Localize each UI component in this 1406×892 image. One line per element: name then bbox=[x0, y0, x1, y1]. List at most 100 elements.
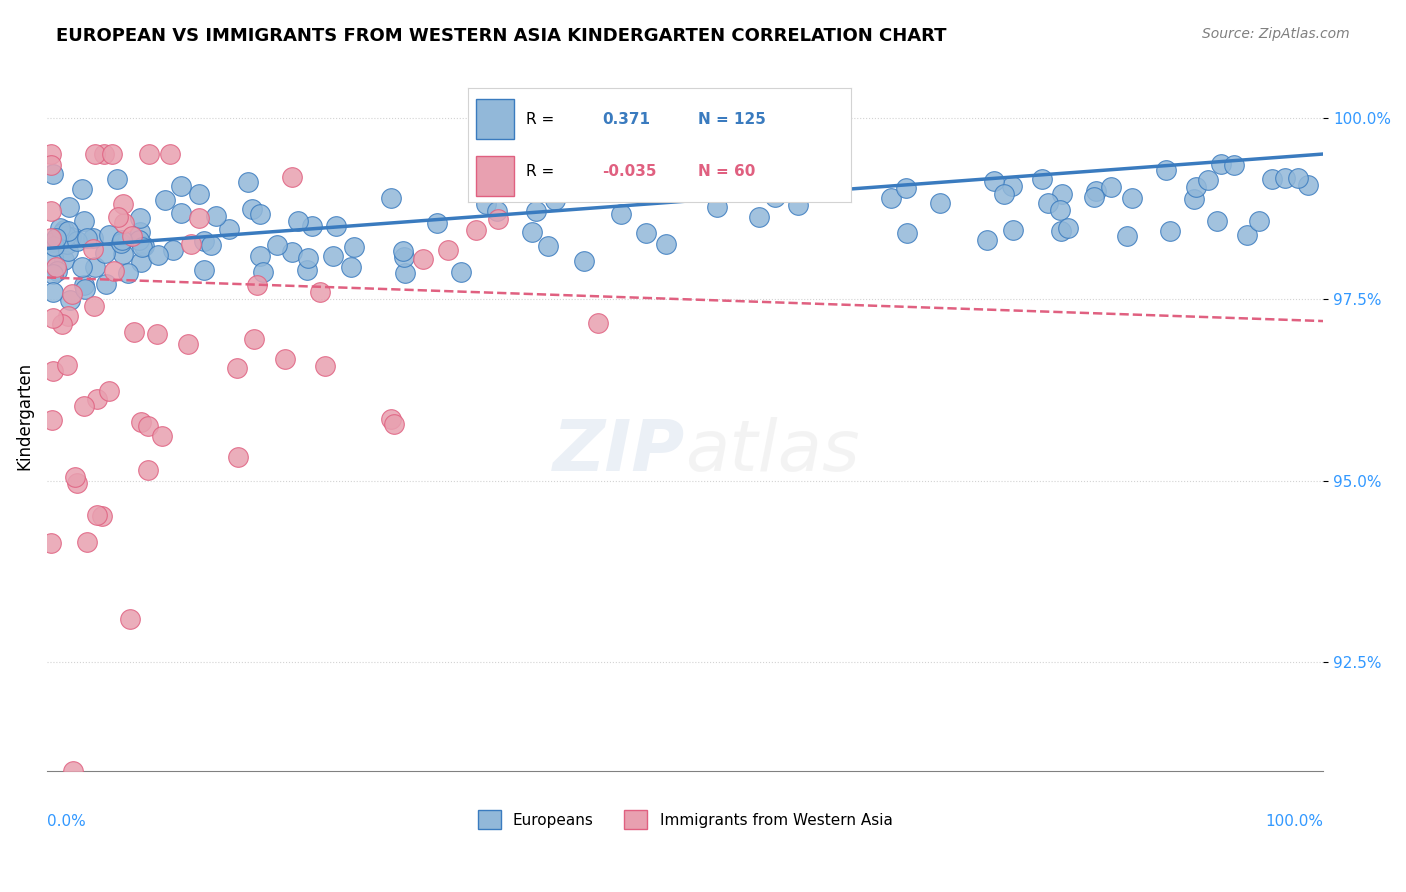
Point bbox=[1182, 192, 1205, 206]
Point bbox=[56, 358, 79, 372]
Point bbox=[1121, 191, 1143, 205]
Point bbox=[98, 228, 121, 243]
Point bbox=[322, 249, 344, 263]
Point bbox=[146, 326, 169, 341]
Legend: Europeans, Immigrants from Western Asia: Europeans, Immigrants from Western Asia bbox=[471, 804, 898, 835]
Point bbox=[226, 360, 249, 375]
Point bbox=[62, 764, 84, 779]
Point bbox=[520, 225, 543, 239]
Point bbox=[204, 210, 226, 224]
Point bbox=[76, 231, 98, 245]
Point bbox=[929, 195, 952, 210]
Point bbox=[983, 174, 1005, 188]
Point bbox=[287, 214, 309, 228]
Point bbox=[60, 229, 83, 244]
Point bbox=[246, 277, 269, 292]
Point bbox=[70, 260, 93, 275]
Text: atlas: atlas bbox=[685, 417, 859, 485]
Point bbox=[242, 333, 264, 347]
Point bbox=[380, 191, 402, 205]
Point bbox=[65, 470, 87, 484]
Point bbox=[131, 240, 153, 254]
Point bbox=[110, 236, 132, 251]
Point bbox=[112, 216, 135, 230]
Point bbox=[73, 277, 96, 292]
Point bbox=[117, 266, 139, 280]
Point bbox=[53, 253, 76, 268]
Point bbox=[82, 243, 104, 257]
Point bbox=[1083, 190, 1105, 204]
Point bbox=[1211, 157, 1233, 171]
Point bbox=[394, 266, 416, 280]
Point bbox=[654, 237, 676, 252]
Point bbox=[1236, 227, 1258, 242]
Point bbox=[39, 158, 62, 172]
Point bbox=[1049, 203, 1071, 218]
Point bbox=[339, 260, 361, 274]
Point bbox=[86, 392, 108, 406]
Point bbox=[706, 200, 728, 214]
Point bbox=[150, 429, 173, 443]
Text: 0.0%: 0.0% bbox=[46, 814, 86, 829]
Point bbox=[343, 240, 366, 254]
Point bbox=[51, 318, 73, 332]
Text: 100.0%: 100.0% bbox=[1265, 814, 1323, 829]
Point bbox=[1249, 214, 1271, 228]
Point bbox=[477, 147, 499, 161]
Point bbox=[138, 147, 160, 161]
Point bbox=[993, 186, 1015, 201]
Point bbox=[464, 223, 486, 237]
Point bbox=[543, 193, 565, 207]
Point bbox=[60, 286, 83, 301]
Point bbox=[574, 254, 596, 268]
Point bbox=[1206, 213, 1229, 227]
Point bbox=[218, 222, 240, 236]
Point bbox=[240, 202, 263, 216]
Point bbox=[586, 316, 609, 330]
Point bbox=[1049, 224, 1071, 238]
Point bbox=[575, 182, 598, 196]
Point bbox=[236, 175, 259, 189]
Point bbox=[392, 250, 415, 264]
Point bbox=[51, 226, 73, 240]
Point bbox=[314, 359, 336, 374]
Point bbox=[76, 535, 98, 549]
Point bbox=[325, 219, 347, 233]
Point bbox=[83, 299, 105, 313]
Point bbox=[188, 186, 211, 201]
Point bbox=[412, 252, 434, 266]
Point bbox=[73, 399, 96, 413]
Point bbox=[249, 206, 271, 220]
Point bbox=[56, 244, 79, 259]
Point bbox=[297, 263, 319, 277]
Point bbox=[170, 206, 193, 220]
Point bbox=[82, 231, 104, 245]
Point bbox=[634, 226, 657, 240]
Point bbox=[55, 228, 77, 243]
Point bbox=[66, 476, 89, 491]
Text: EUROPEAN VS IMMIGRANTS FROM WESTERN ASIA KINDERGARTEN CORRELATION CHART: EUROPEAN VS IMMIGRANTS FROM WESTERN ASIA… bbox=[56, 27, 946, 45]
Point bbox=[93, 147, 115, 161]
Point bbox=[976, 233, 998, 247]
Point bbox=[42, 167, 65, 181]
Point bbox=[59, 293, 82, 308]
Point bbox=[382, 417, 405, 431]
Point bbox=[98, 384, 121, 398]
Point bbox=[879, 191, 901, 205]
Point bbox=[1099, 179, 1122, 194]
Point bbox=[39, 203, 62, 218]
Point bbox=[486, 204, 509, 219]
Point bbox=[91, 509, 114, 524]
Point bbox=[486, 211, 509, 226]
Point bbox=[118, 612, 141, 626]
Point bbox=[1223, 158, 1246, 172]
Point bbox=[53, 223, 76, 237]
Point bbox=[1115, 228, 1137, 243]
Point bbox=[281, 170, 304, 185]
Point bbox=[56, 224, 79, 238]
Point bbox=[94, 277, 117, 291]
Point bbox=[84, 147, 107, 161]
Point bbox=[524, 204, 547, 219]
Point bbox=[73, 214, 96, 228]
Point bbox=[73, 282, 96, 296]
